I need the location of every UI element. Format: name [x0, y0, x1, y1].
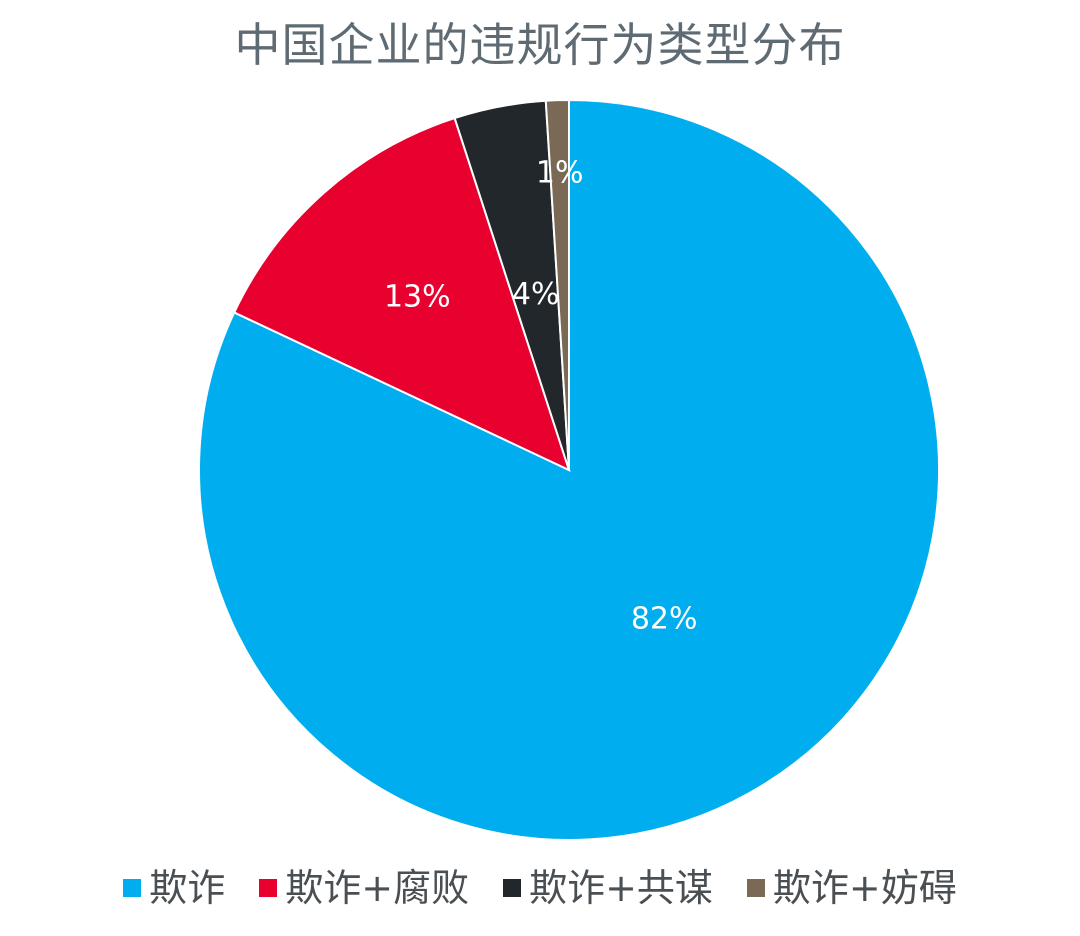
pie-slice: [232, 116, 571, 472]
legend-label: 欺诈+共谋: [529, 866, 713, 910]
slice-label: 13%: [384, 279, 451, 314]
legend-item: 欺诈+妨碍: [746, 863, 957, 913]
pie-slice: [544, 98, 570, 471]
pie-labels: 82% 13% 4% 1%: [384, 156, 698, 637]
pie-slice: [198, 98, 940, 841]
legend-label: 欺诈+腐败: [285, 866, 470, 910]
legend-item: 欺诈: [123, 863, 225, 913]
slice-label: 4%: [512, 277, 560, 312]
legend: 欺诈 欺诈+腐败 欺诈+共谋 欺诈+妨碍: [0, 858, 1080, 918]
slice-label: 82%: [631, 601, 698, 636]
legend-label: 欺诈: [149, 866, 226, 910]
legend-item: 欺诈+腐败: [259, 863, 469, 913]
legend-item: 欺诈+共谋: [503, 863, 713, 913]
legend-label: 欺诈+妨碍: [772, 866, 957, 910]
legend-swatch: [503, 879, 522, 897]
pie-slices: [198, 98, 940, 841]
legend-swatch: [746, 879, 765, 897]
legend-swatch: [123, 879, 142, 897]
legend-swatch: [259, 879, 278, 897]
chart-title: 中国企业的违规行为类型分布: [234, 18, 846, 72]
slice-label: 1%: [536, 156, 584, 191]
